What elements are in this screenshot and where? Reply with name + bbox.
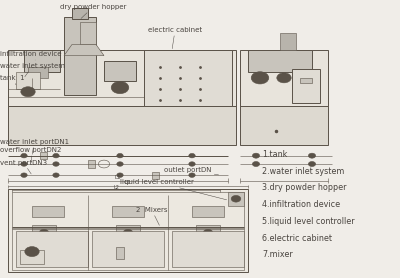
Bar (40, 152, 47, 159)
Text: 2  Mixers: 2 Mixers (136, 207, 168, 225)
Circle shape (231, 195, 241, 202)
Bar (24, 50, 60, 72)
Bar (112, 206, 144, 217)
Bar (248, 50, 312, 72)
Bar (104, 61, 136, 81)
Bar (8, 95, 236, 145)
Bar (64, 17, 96, 95)
Bar (144, 50, 232, 106)
Circle shape (117, 173, 123, 177)
Circle shape (21, 173, 27, 177)
Bar (280, 33, 296, 50)
Text: liquid level controller: liquid level controller (120, 179, 227, 200)
Bar (8, 100, 236, 106)
Text: water inlet portDN1: water inlet portDN1 (0, 139, 69, 154)
Bar (12, 192, 244, 270)
Circle shape (21, 153, 27, 158)
Circle shape (25, 247, 39, 257)
Bar (172, 231, 244, 267)
Circle shape (117, 162, 123, 166)
Text: 4.infiltration device: 4.infiltration device (262, 200, 340, 209)
Bar (116, 225, 140, 240)
Circle shape (53, 153, 59, 158)
Bar (20, 250, 44, 264)
Bar (192, 206, 224, 217)
Text: outlet portDN: outlet portDN (164, 167, 219, 175)
Text: 5.liquid level controller: 5.liquid level controller (262, 217, 355, 226)
Circle shape (308, 153, 316, 158)
Text: electric cabinet: electric cabinet (148, 27, 202, 49)
Text: 6.electric cabinet: 6.electric cabinet (262, 234, 332, 242)
Circle shape (251, 72, 269, 84)
Circle shape (252, 153, 260, 158)
Text: L1: L1 (125, 180, 131, 185)
Bar (32, 206, 64, 217)
Bar (92, 231, 164, 267)
Bar (8, 50, 236, 106)
Circle shape (203, 229, 213, 236)
Circle shape (53, 173, 59, 177)
Bar (240, 50, 328, 106)
Circle shape (252, 162, 260, 167)
Circle shape (21, 162, 27, 166)
Text: L1: L1 (115, 175, 121, 180)
Text: 7.mixer: 7.mixer (262, 250, 293, 259)
Text: overflow portDN2: overflow portDN2 (0, 147, 61, 163)
Bar (292, 70, 320, 103)
Bar (32, 225, 56, 240)
Bar (80, 22, 96, 44)
Text: water inlet system: water inlet system (0, 63, 65, 77)
Circle shape (53, 162, 59, 166)
Text: 2.water inlet system: 2.water inlet system (262, 167, 344, 176)
Circle shape (123, 229, 133, 236)
Circle shape (189, 162, 195, 166)
Bar (152, 172, 159, 179)
Bar (72, 8, 88, 19)
Text: 1.tank: 1.tank (262, 150, 287, 159)
Circle shape (111, 81, 129, 94)
Bar (228, 192, 244, 206)
Bar (8, 189, 248, 272)
Text: 3.dry powder hopper: 3.dry powder hopper (262, 183, 346, 192)
Text: vent portDN3: vent portDN3 (0, 160, 47, 174)
Circle shape (21, 87, 35, 97)
Circle shape (189, 153, 195, 158)
Bar (16, 231, 88, 267)
Text: infiltration device: infiltration device (0, 51, 62, 60)
Text: tank  1: tank 1 (0, 75, 25, 85)
Circle shape (189, 173, 195, 177)
Bar (300, 78, 312, 83)
Bar (196, 225, 220, 240)
Bar (116, 247, 124, 259)
Text: dry powder hopper: dry powder hopper (60, 4, 126, 19)
Text: L2: L2 (113, 185, 119, 190)
Bar (240, 95, 328, 145)
Circle shape (39, 229, 49, 236)
Polygon shape (64, 44, 104, 56)
Circle shape (277, 73, 291, 83)
Circle shape (117, 153, 123, 158)
Bar (16, 72, 40, 89)
Bar (88, 160, 95, 168)
Circle shape (308, 162, 316, 167)
Bar (28, 67, 48, 78)
